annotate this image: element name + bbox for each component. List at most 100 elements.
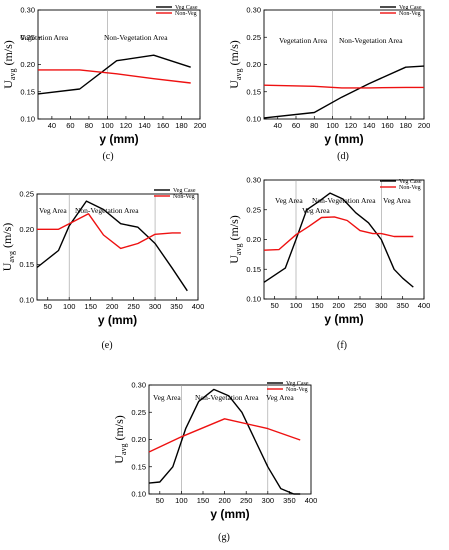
- area-annotation: Veg Area: [383, 196, 411, 205]
- x-tick-label: 300: [262, 496, 275, 505]
- panel-caption: (f): [337, 340, 347, 351]
- x-tick-label: 200: [106, 302, 119, 311]
- x-tick-label: 400: [305, 496, 318, 505]
- x-tick-label: 350: [396, 301, 409, 310]
- legend-label: Non-Veg: [286, 387, 308, 393]
- x-tick-label: 150: [84, 302, 97, 311]
- x-tick-label: 60: [66, 121, 74, 130]
- y-tick-label: 0.15: [19, 260, 34, 269]
- x-tick-label: 100: [63, 302, 76, 311]
- x-tick-label: 50: [44, 302, 52, 311]
- x-tick-label: 250: [240, 496, 253, 505]
- area-annotation: Non-Vegetation Area: [339, 36, 403, 45]
- y-tick-label: 0.15: [246, 265, 261, 274]
- x-tick-label: 160: [157, 121, 170, 130]
- y-tick-label: 0.10: [246, 295, 261, 304]
- series-line-veg-case: [148, 388, 301, 495]
- x-tick-label: 50: [156, 496, 164, 505]
- chart-1: 40 60 80 100 120 140 160 180 200 0.10 0.15 0.20 0.25…: [227, 5, 430, 162]
- series-line-non-veg: [38, 69, 191, 84]
- x-tick-label: 300: [375, 301, 388, 310]
- x-tick-label: 40: [48, 121, 56, 130]
- plot-frame: [36, 193, 199, 301]
- x-tick-label: 100: [326, 121, 339, 130]
- x-tick-label: 80: [310, 121, 318, 130]
- x-tick-label: 350: [170, 302, 183, 311]
- y-tick-label: 0.20: [246, 60, 261, 69]
- y-tick-label: 0.10: [246, 115, 261, 124]
- panel-caption: (c): [102, 151, 113, 162]
- y-tick-label: 0.15: [20, 87, 35, 96]
- y-tick-label: 0.25: [246, 33, 261, 42]
- y-tick-label: 0.15: [246, 87, 261, 96]
- area-annotation: Veg Area: [266, 393, 294, 402]
- area-annotation: Veg Area: [153, 393, 181, 402]
- y-tick-label: 0.10: [19, 296, 34, 305]
- legend-label: Non-Veg: [399, 11, 421, 17]
- x-tick-label: 80: [85, 121, 93, 130]
- x-axis-label: y (mm): [324, 312, 363, 326]
- x-tick-label: 100: [175, 496, 188, 505]
- area-annotation: Non-Vegetation Area: [75, 206, 139, 215]
- y-axis-label: Uavg (m/s): [227, 215, 243, 264]
- y-tick-label: 0.30: [20, 6, 35, 15]
- x-tick-label: 50: [270, 301, 278, 310]
- y-tick-label: 0.30: [131, 381, 146, 390]
- series-line-veg-case: [37, 54, 191, 95]
- legend-label: Non-Veg: [173, 194, 195, 200]
- area-annotation: Vegetation Area: [20, 33, 69, 42]
- legend-label: Veg Case: [173, 188, 196, 194]
- chart-2: 50 100 150 200 250 300 350 400 0.10 0.15 0.20 0.25 y…: [0, 188, 330, 351]
- y-tick-label: 0.25: [246, 205, 261, 214]
- x-tick-label: 300: [149, 302, 162, 311]
- x-axis-label: y (mm): [210, 507, 249, 521]
- panel-caption: (e): [101, 340, 112, 351]
- panel-caption: (d): [337, 151, 349, 162]
- series-line-non-veg: [37, 213, 181, 250]
- x-tick-label: 200: [332, 301, 345, 310]
- y-tick-label: 0.15: [131, 462, 146, 471]
- y-tick-label: 0.20: [20, 60, 35, 69]
- y-tick-label: 0.20: [19, 225, 34, 234]
- x-tick-label: 140: [363, 121, 376, 130]
- area-annotation: Veg Area: [302, 206, 330, 215]
- y-axis-label: Uavg (m/s): [112, 415, 128, 464]
- plot-frame: [37, 9, 201, 120]
- x-tick-label: 250: [127, 302, 140, 311]
- panel-caption: (g): [218, 532, 230, 543]
- x-tick-label: 160: [381, 121, 394, 130]
- x-tick-label: 40: [274, 121, 282, 130]
- x-tick-label: 400: [192, 302, 205, 311]
- series-line-veg-case: [263, 192, 414, 288]
- x-tick-label: 100: [290, 301, 303, 310]
- x-tick-label: 180: [175, 121, 188, 130]
- series-line-veg-case: [36, 200, 188, 292]
- y-tick-label: 0.30: [246, 6, 261, 15]
- x-tick-label: 140: [138, 121, 151, 130]
- legend-label: Veg Case: [175, 5, 198, 11]
- y-tick-label: 0.25: [131, 408, 146, 417]
- legend-label: Veg Case: [399, 5, 422, 11]
- legend-label: Non-Veg: [399, 185, 421, 191]
- x-axis-label: y (mm): [99, 132, 138, 146]
- chart-4: 50 100 150 200 250 300 350 400 0.10 0.15 0.20 0.25 0…: [112, 381, 317, 544]
- series-line-non-veg: [148, 418, 301, 453]
- series-line-non-veg: [263, 84, 424, 89]
- area-annotation: Vegetation Area: [279, 36, 328, 45]
- y-tick-label: 0.10: [20, 115, 35, 124]
- y-tick-label: 0.25: [19, 190, 34, 199]
- x-tick-label: 200: [418, 121, 431, 130]
- area-annotation: Non-Vegetation Area: [104, 33, 168, 42]
- y-tick-label: 0.20: [246, 235, 261, 244]
- legend-label: Non-Veg: [175, 11, 197, 17]
- legend-label: Veg Case: [399, 179, 422, 185]
- chart-0: 40 60 80 100 120 140 160 180 200 0.10 0.15 0.20 0.25…: [1, 5, 206, 162]
- y-tick-label: 0.10: [131, 490, 146, 499]
- legend-label: Veg Case: [286, 381, 309, 387]
- series-line-non-veg: [263, 216, 414, 251]
- x-tick-label: 120: [120, 121, 133, 130]
- x-tick-label: 250: [354, 301, 367, 310]
- y-axis-label: Uavg (m/s): [227, 40, 243, 89]
- y-tick-label: 0.30: [246, 176, 261, 185]
